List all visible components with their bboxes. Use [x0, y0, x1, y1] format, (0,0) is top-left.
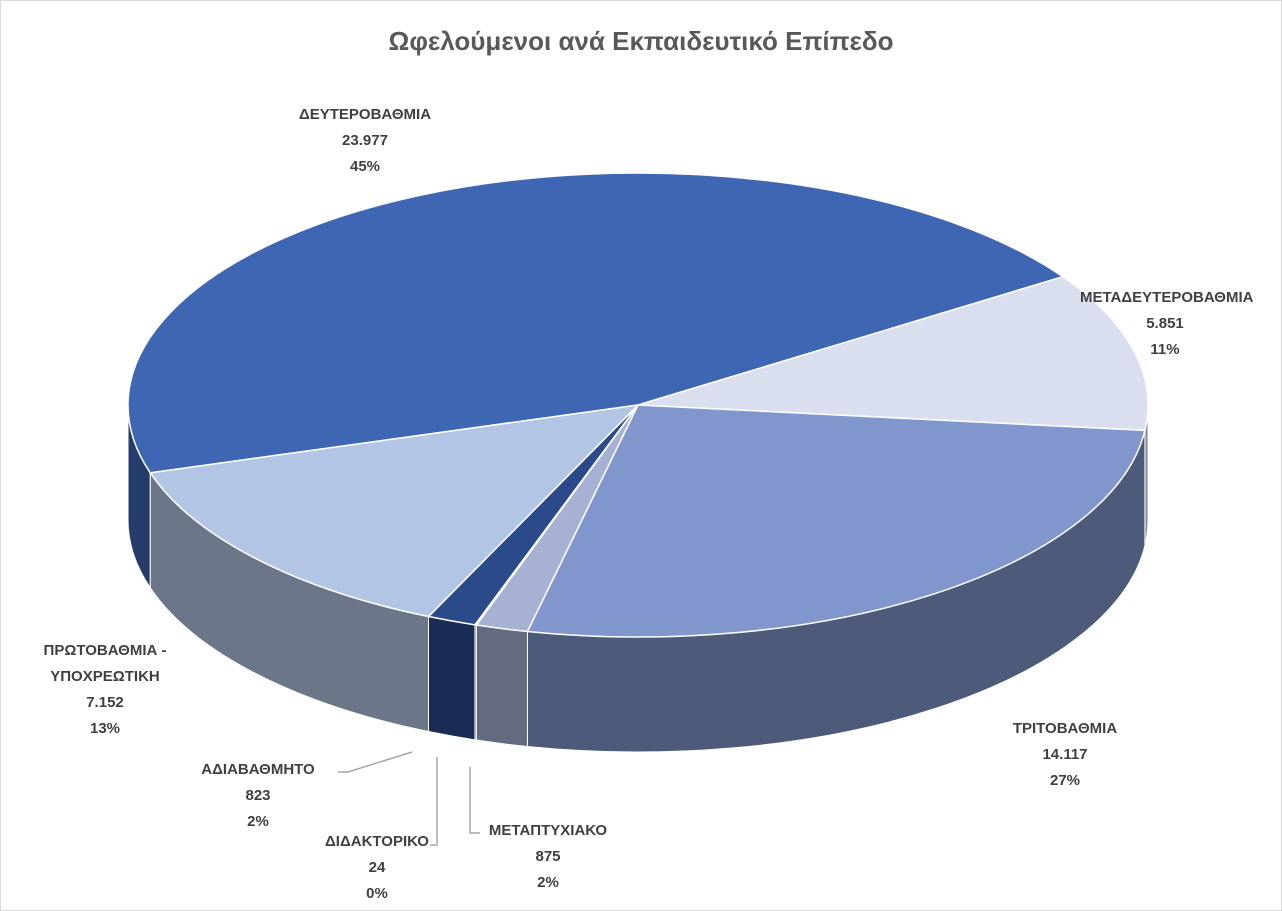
pie-tops [127, 172, 1149, 638]
percent-label: 0% [366, 885, 388, 902]
data-label: ΑΔΙΑΒΑΘΜΗΤΟ 823 2% [173, 757, 343, 835]
percent-label: 27% [1049, 772, 1081, 789]
leader-line [338, 751, 413, 773]
chart-title: Ωφελούμενοι ανά Εκπαιδευτικό Επίπεδο [388, 26, 894, 56]
percent-label: 2% [537, 874, 559, 891]
value-label: 24 [368, 859, 386, 876]
percent-label: 13% [89, 720, 121, 737]
category-label: ΠΡΩΤΟΒΑΘΜΙΑ - ΥΠΟΧΡΕΩΤΙΚΗ [43, 642, 167, 685]
percent-label: 2% [247, 813, 269, 830]
category-label: ΜΕΤΑΔΕΥΤΕΡΟΒΑΘΜΙΑ [1080, 289, 1254, 306]
data-label: ΤΡΙΤΟΒΑΘΜΙΑ 14.117 27% [980, 716, 1150, 794]
value-label: 875 [535, 848, 561, 865]
category-label: ΤΡΙΤΟΒΑΘΜΙΑ [1012, 720, 1118, 737]
data-label: ΜΕΤΑΔΕΥΤΕΡΟΒΑΘΜΙΑ 5.851 11% [1080, 285, 1254, 363]
category-label: ΑΔΙΑΒΑΘΜΗΤΟ [201, 761, 315, 778]
value-label: 7.152 [86, 694, 124, 711]
value-label: 5.851 [1146, 315, 1184, 332]
slice-side [475, 624, 528, 748]
leader-line [430, 757, 438, 846]
data-label: ΔΕΥΤΕΡΟΒΑΘΜΙΑ 23.977 45% [280, 102, 450, 180]
category-label: ΔΕΥΤΕΡΟΒΑΘΜΙΑ [298, 106, 432, 123]
slice [637, 275, 1149, 432]
category-label: ΔΙΔΑΚΤΟΡΙΚΟ [325, 833, 429, 850]
leader-lines [338, 751, 480, 846]
value-label: 23.977 [342, 132, 388, 149]
percent-label: 45% [349, 158, 381, 175]
pie-sides [127, 404, 1149, 753]
value-label: 823 [245, 787, 271, 804]
percent-label: 11% [1150, 341, 1180, 358]
data-label: ΠΡΩΤΟΒΑΘΜΙΑ - ΥΠΟΧΡΕΩΤΙΚΗ 7.152 13% [20, 638, 190, 742]
slice [526, 404, 1146, 638]
slice [148, 403, 641, 618]
data-label: ΔΙΔΑΚΤΟΡΙΚΟ 24 0% [292, 829, 462, 907]
slice-side [428, 615, 476, 741]
category-label: ΜΕΤΑΠΤΥΧΙΑΚΟ [488, 822, 608, 839]
value-label: 14.117 [1042, 746, 1088, 763]
leader-line [469, 767, 480, 834]
slice [127, 172, 1065, 474]
data-label: ΜΕΤΑΠΤΥΧΙΑΚΟ 875 2% [463, 818, 633, 896]
